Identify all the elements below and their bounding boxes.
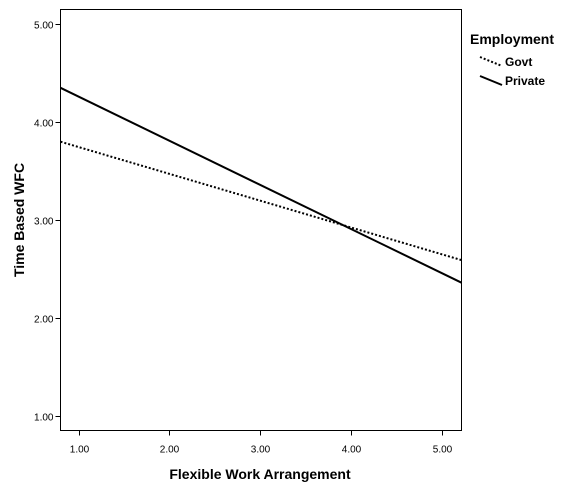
series-line-govt: [60, 140, 462, 262]
legend-label-private: Private: [505, 74, 545, 88]
x-axis-ticks: 1.00 2.00 3.00 4.00 5.00: [70, 430, 453, 456]
legend-swatch-govt: [479, 56, 503, 67]
x-tick-label: 2.00: [160, 445, 180, 456]
x-tick-label: 5.00: [433, 445, 453, 456]
y-axis-ticks: 1.00 2.00 3.00 4.00 5.00: [34, 21, 61, 424]
legend-swatch-private: [479, 75, 503, 86]
y-tick-label: 3.00: [34, 217, 54, 228]
plot-area: [60, 9, 462, 431]
x-tick-label: 4.00: [342, 445, 362, 456]
series-lines: [60, 86, 462, 284]
series-line-private: [60, 86, 462, 284]
legend-label-govt: Govt: [505, 55, 532, 69]
y-tick-label: 5.00: [34, 21, 54, 32]
y-tick-label: 1.00: [34, 413, 54, 424]
y-axis-label: Time Based WFC: [11, 163, 27, 277]
legend: Employment Govt Private: [470, 31, 554, 88]
y-tick-label: 4.00: [34, 119, 54, 130]
x-tick-label: 3.00: [251, 445, 271, 456]
legend-title: Employment: [470, 31, 554, 47]
y-tick-label: 2.00: [34, 315, 54, 326]
x-tick-label: 1.00: [70, 445, 90, 456]
x-axis-label: Flexible Work Arrangement: [169, 466, 351, 482]
